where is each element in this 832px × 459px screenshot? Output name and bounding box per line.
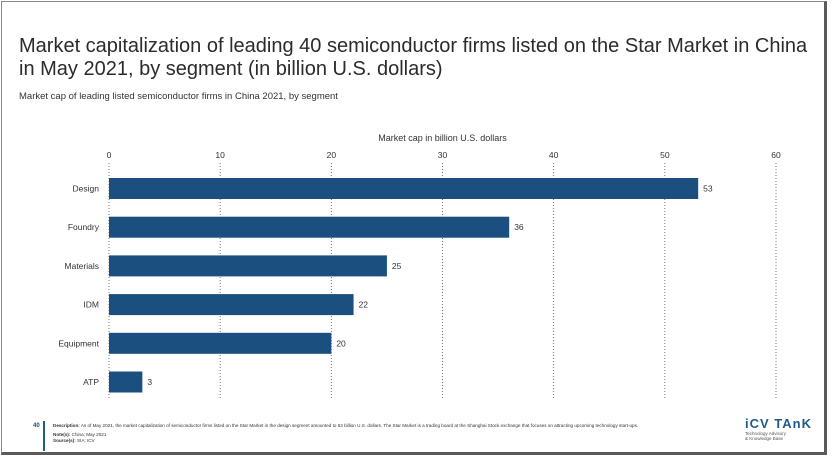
category-label-design: Design xyxy=(73,184,100,194)
bar-atp xyxy=(109,371,143,393)
source-label: Source(s): xyxy=(53,438,76,443)
logo-tagline-2: & Knowledge Base xyxy=(745,436,784,441)
category-label-materials: Materials xyxy=(65,261,99,271)
logo-tagline-1: Technology Advisory xyxy=(745,431,787,436)
gridlines xyxy=(108,163,777,398)
x-tick-label-50: 50 xyxy=(660,150,670,160)
logo-name: iCV TAnK xyxy=(745,416,812,431)
x-tick-label-40: 40 xyxy=(549,150,559,160)
data-label-materials: 25 xyxy=(392,261,402,271)
category-label-foundry: Foundry xyxy=(68,222,100,232)
category-label-atp: ATP xyxy=(83,377,99,387)
footer-accent-bar xyxy=(43,421,45,451)
data-label-idm: 22 xyxy=(359,300,369,310)
brand-logo: iCV TAnK Technology Advisory & Knowledge… xyxy=(745,416,815,442)
category-label-idm: IDM xyxy=(83,300,99,310)
notes-label: Note(s): xyxy=(53,432,71,437)
category-label-equipment: Equipment xyxy=(58,338,99,348)
data-label-foundry: 36 xyxy=(514,222,524,232)
bar-idm xyxy=(109,294,354,316)
bar-materials xyxy=(109,255,387,277)
x-tick-label-10: 10 xyxy=(215,150,225,160)
page-title: Market capitalization of leading 40 semi… xyxy=(19,35,808,80)
bar-foundry xyxy=(109,216,510,238)
x-tick-label-20: 20 xyxy=(327,150,337,160)
bar-design xyxy=(109,178,699,199)
x-axis-ticks: 0 10 20 30 40 50 60 xyxy=(107,150,781,160)
source-text: SIA; ICV xyxy=(77,438,95,443)
notes-text: China; May 2021 xyxy=(71,432,107,437)
axis-title: Market cap in billion U.S. dollars xyxy=(378,133,507,143)
x-tick-label-60: 60 xyxy=(771,150,781,160)
x-tick-label-30: 30 xyxy=(438,150,448,160)
bar-equipment xyxy=(109,332,332,354)
data-label-atp: 3 xyxy=(147,377,152,387)
x-tick-label-0: 0 xyxy=(107,150,112,160)
description-text: As of May 2021, the market capitalizatio… xyxy=(80,423,639,428)
data-label-equipment: 20 xyxy=(336,338,346,348)
bars: 53 36 25 22 20 3 xyxy=(109,178,713,393)
page-subtitle: Market cap of leading listed semiconduct… xyxy=(19,91,338,102)
page-number: 40 xyxy=(33,423,40,429)
data-label-design: 53 xyxy=(703,184,713,194)
footer-notes: Description: As of May 2021, the market … xyxy=(53,423,693,444)
category-labels: Design Foundry Materials IDM Equipment ATP xyxy=(58,184,99,388)
description-label: Description: xyxy=(53,423,80,428)
